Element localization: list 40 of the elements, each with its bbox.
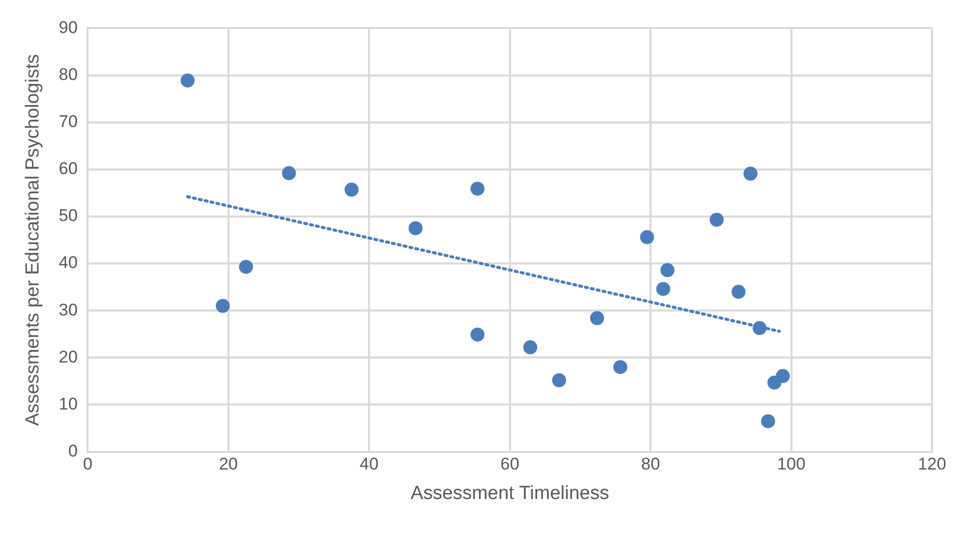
- x-tick-label: 100: [777, 454, 806, 474]
- point: [752, 321, 767, 336]
- point: [552, 373, 566, 388]
- point: [613, 360, 628, 374]
- point: [710, 212, 724, 227]
- point: [761, 414, 776, 428]
- y-tick-label: 80: [58, 64, 78, 84]
- x-tick-label: 60: [500, 454, 520, 474]
- y-tick-label: 0: [68, 441, 78, 460]
- point: [180, 73, 195, 88]
- point: [470, 182, 484, 196]
- point: [344, 182, 359, 197]
- point: [216, 298, 230, 313]
- x-axis-title: Assessment Timeliness: [410, 482, 610, 504]
- point: [282, 166, 296, 180]
- point: [767, 376, 782, 390]
- point: [590, 311, 604, 326]
- point: [743, 166, 758, 181]
- y-tick-label: 60: [58, 159, 78, 178]
- y-tick-label: 50: [58, 206, 78, 226]
- x-tick-label: 0: [82, 454, 92, 474]
- y-tick-label: 30: [58, 300, 78, 320]
- x-tick-label: 20: [218, 454, 238, 474]
- y-tick-label: 90: [58, 18, 78, 37]
- point: [523, 340, 538, 354]
- y-tick-label: 20: [58, 347, 78, 366]
- x-tick-label: 40: [360, 454, 379, 474]
- point: [656, 282, 670, 296]
- y-tick-label: 10: [58, 394, 78, 414]
- y-tick-label: 40: [58, 253, 78, 272]
- point: [470, 328, 484, 342]
- point: [408, 221, 423, 236]
- x-tick-label: 80: [641, 454, 660, 474]
- y-tick-label: 70: [58, 112, 78, 132]
- point: [239, 260, 254, 274]
- point: [732, 284, 746, 299]
- y-axis-title: Assessments per Educational Psychologists: [22, 54, 44, 426]
- point: [660, 263, 674, 278]
- point: [640, 230, 654, 244]
- x-tick-label: 120: [918, 454, 946, 474]
